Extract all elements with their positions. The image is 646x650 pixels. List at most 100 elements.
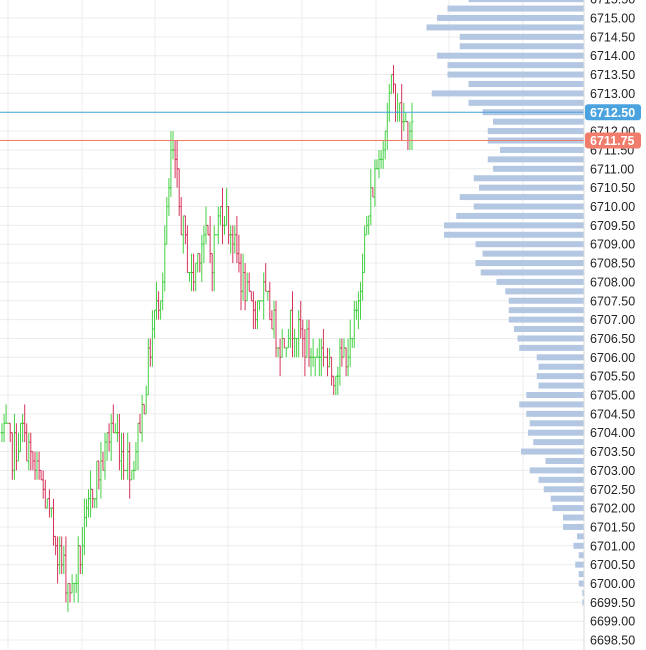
ohlc-bar	[181, 215, 185, 254]
ohlc-bar	[107, 423, 111, 452]
price-tick-label: 6699.50	[590, 596, 635, 610]
volume-profile-bar	[578, 552, 584, 559]
ohlc-bar	[253, 300, 257, 329]
volume-profile-bar	[563, 514, 584, 521]
reference-price-badge: 6711.75	[585, 132, 641, 149]
volume-profile-bar	[573, 542, 584, 549]
ohlc-bar	[146, 338, 150, 396]
ohlc-bar	[76, 536, 80, 603]
volume-profile-bar	[487, 156, 584, 163]
volume-profile-bar	[538, 382, 584, 389]
ohlc-bar	[101, 451, 105, 471]
volume-profile-bar	[529, 467, 584, 474]
ohlc-bar	[142, 403, 146, 415]
volume-profile-bar	[500, 146, 584, 153]
ohlc-bar	[113, 423, 117, 434]
price-tick-label: 6702.00	[590, 502, 635, 516]
price-tick-label: 6713.50	[590, 68, 635, 82]
ohlc-bar	[241, 253, 245, 301]
volume-profile-bar	[475, 260, 584, 267]
ohlc-bar	[161, 272, 165, 311]
volume-profile-bar	[447, 71, 584, 78]
price-tick-label: 6699.00	[590, 615, 635, 629]
ohlc-bar	[340, 338, 344, 367]
ohlc-bar	[177, 168, 181, 216]
price-tick-label: 6709.00	[590, 238, 635, 252]
ohlc-bar	[159, 300, 163, 320]
volume-profile-bar	[447, 5, 584, 12]
price-tick-label: 6704.00	[590, 426, 635, 440]
price-tick-label: 6715.50	[590, 0, 635, 7]
ohlc-bar	[89, 470, 93, 518]
price-tick-label: 6698.50	[590, 634, 635, 648]
volume-profile-bar	[577, 533, 584, 540]
volume-profile-bar	[552, 505, 584, 512]
price-tick-label: 6709.50	[590, 219, 635, 233]
ohlc-bar	[206, 224, 210, 236]
volume-profile-bar	[493, 165, 584, 172]
ohlc-bar	[348, 319, 352, 367]
ohlc-bar	[17, 432, 20, 462]
ohlc-bar	[126, 432, 130, 480]
ohlc-bar	[25, 423, 29, 462]
ohlc-bar	[171, 131, 175, 160]
ohlc-bar	[72, 583, 76, 603]
volume-profile-bar	[473, 203, 584, 210]
last-price-badge: 6712.50	[585, 104, 641, 121]
ohlc-bar	[188, 272, 191, 282]
ohlc-bar	[276, 347, 280, 358]
price-tick-label: 6708.50	[590, 257, 635, 271]
ohlc-bar	[326, 347, 329, 377]
price-tick-label: 6714.00	[590, 49, 635, 63]
price-tick-label: 6702.50	[590, 483, 635, 497]
volume-profile-bar	[538, 476, 584, 483]
volume-profile-bar	[431, 90, 584, 97]
volume-profile-bar	[563, 523, 584, 530]
ohlc-bar	[93, 498, 97, 509]
ohlc-bar	[153, 309, 156, 339]
ohlc-bar	[105, 432, 109, 461]
ohlc-bar	[185, 225, 189, 273]
ohlc-bar	[245, 272, 249, 302]
price-tick-label: 6701.50	[590, 520, 635, 534]
price-tick-label: 6703.00	[590, 464, 635, 478]
volume-profile-bar	[459, 194, 584, 201]
ohlc-bar	[330, 356, 334, 386]
volume-profile-bar	[514, 326, 584, 333]
ohlc-bar	[321, 329, 325, 367]
volume-profile-bar	[582, 599, 584, 606]
ohlc-bar	[288, 309, 292, 348]
ohlc-bar	[369, 168, 373, 226]
volume-profile	[426, 0, 584, 606]
ohlc-bar	[200, 234, 204, 282]
price-tick-label: 6710.00	[590, 200, 635, 214]
ohlc-bar	[194, 262, 198, 292]
ohlc-bar	[392, 65, 395, 94]
ohlc-bar	[47, 489, 51, 518]
ohlc-bar	[408, 121, 412, 150]
ohlc-bar	[21, 413, 25, 443]
ohlc-bar	[237, 234, 241, 273]
ohlc-bar	[109, 413, 113, 461]
ohlc-bar	[394, 83, 397, 122]
ohlc-bar	[297, 310, 301, 358]
ohlc-bar	[221, 187, 224, 245]
ohlc-bar	[175, 140, 179, 188]
ohlc-bar	[309, 347, 313, 377]
volume-profile-bar	[529, 420, 584, 427]
ohlc-bar	[78, 545, 82, 575]
volume-profile-bar	[444, 231, 584, 238]
price-tick-label: 6707.50	[590, 294, 635, 308]
price-tick-label: 6706.00	[590, 351, 635, 365]
ohlc-bar	[274, 300, 278, 358]
ohlc-bar	[385, 102, 389, 150]
volume-profile-bar	[526, 392, 584, 398]
price-tick-label: 6707.00	[590, 313, 635, 327]
volume-profile-bar	[578, 571, 584, 578]
price-axis[interactable]: 6715.50 6715.00 6714.50 6714.00 6713.50 6713.…	[590, 0, 635, 648]
ohlc-bar	[295, 338, 299, 358]
ohlc-bar	[334, 375, 338, 395]
ohlc-bar	[315, 347, 319, 358]
ohlc-bar	[103, 432, 107, 480]
